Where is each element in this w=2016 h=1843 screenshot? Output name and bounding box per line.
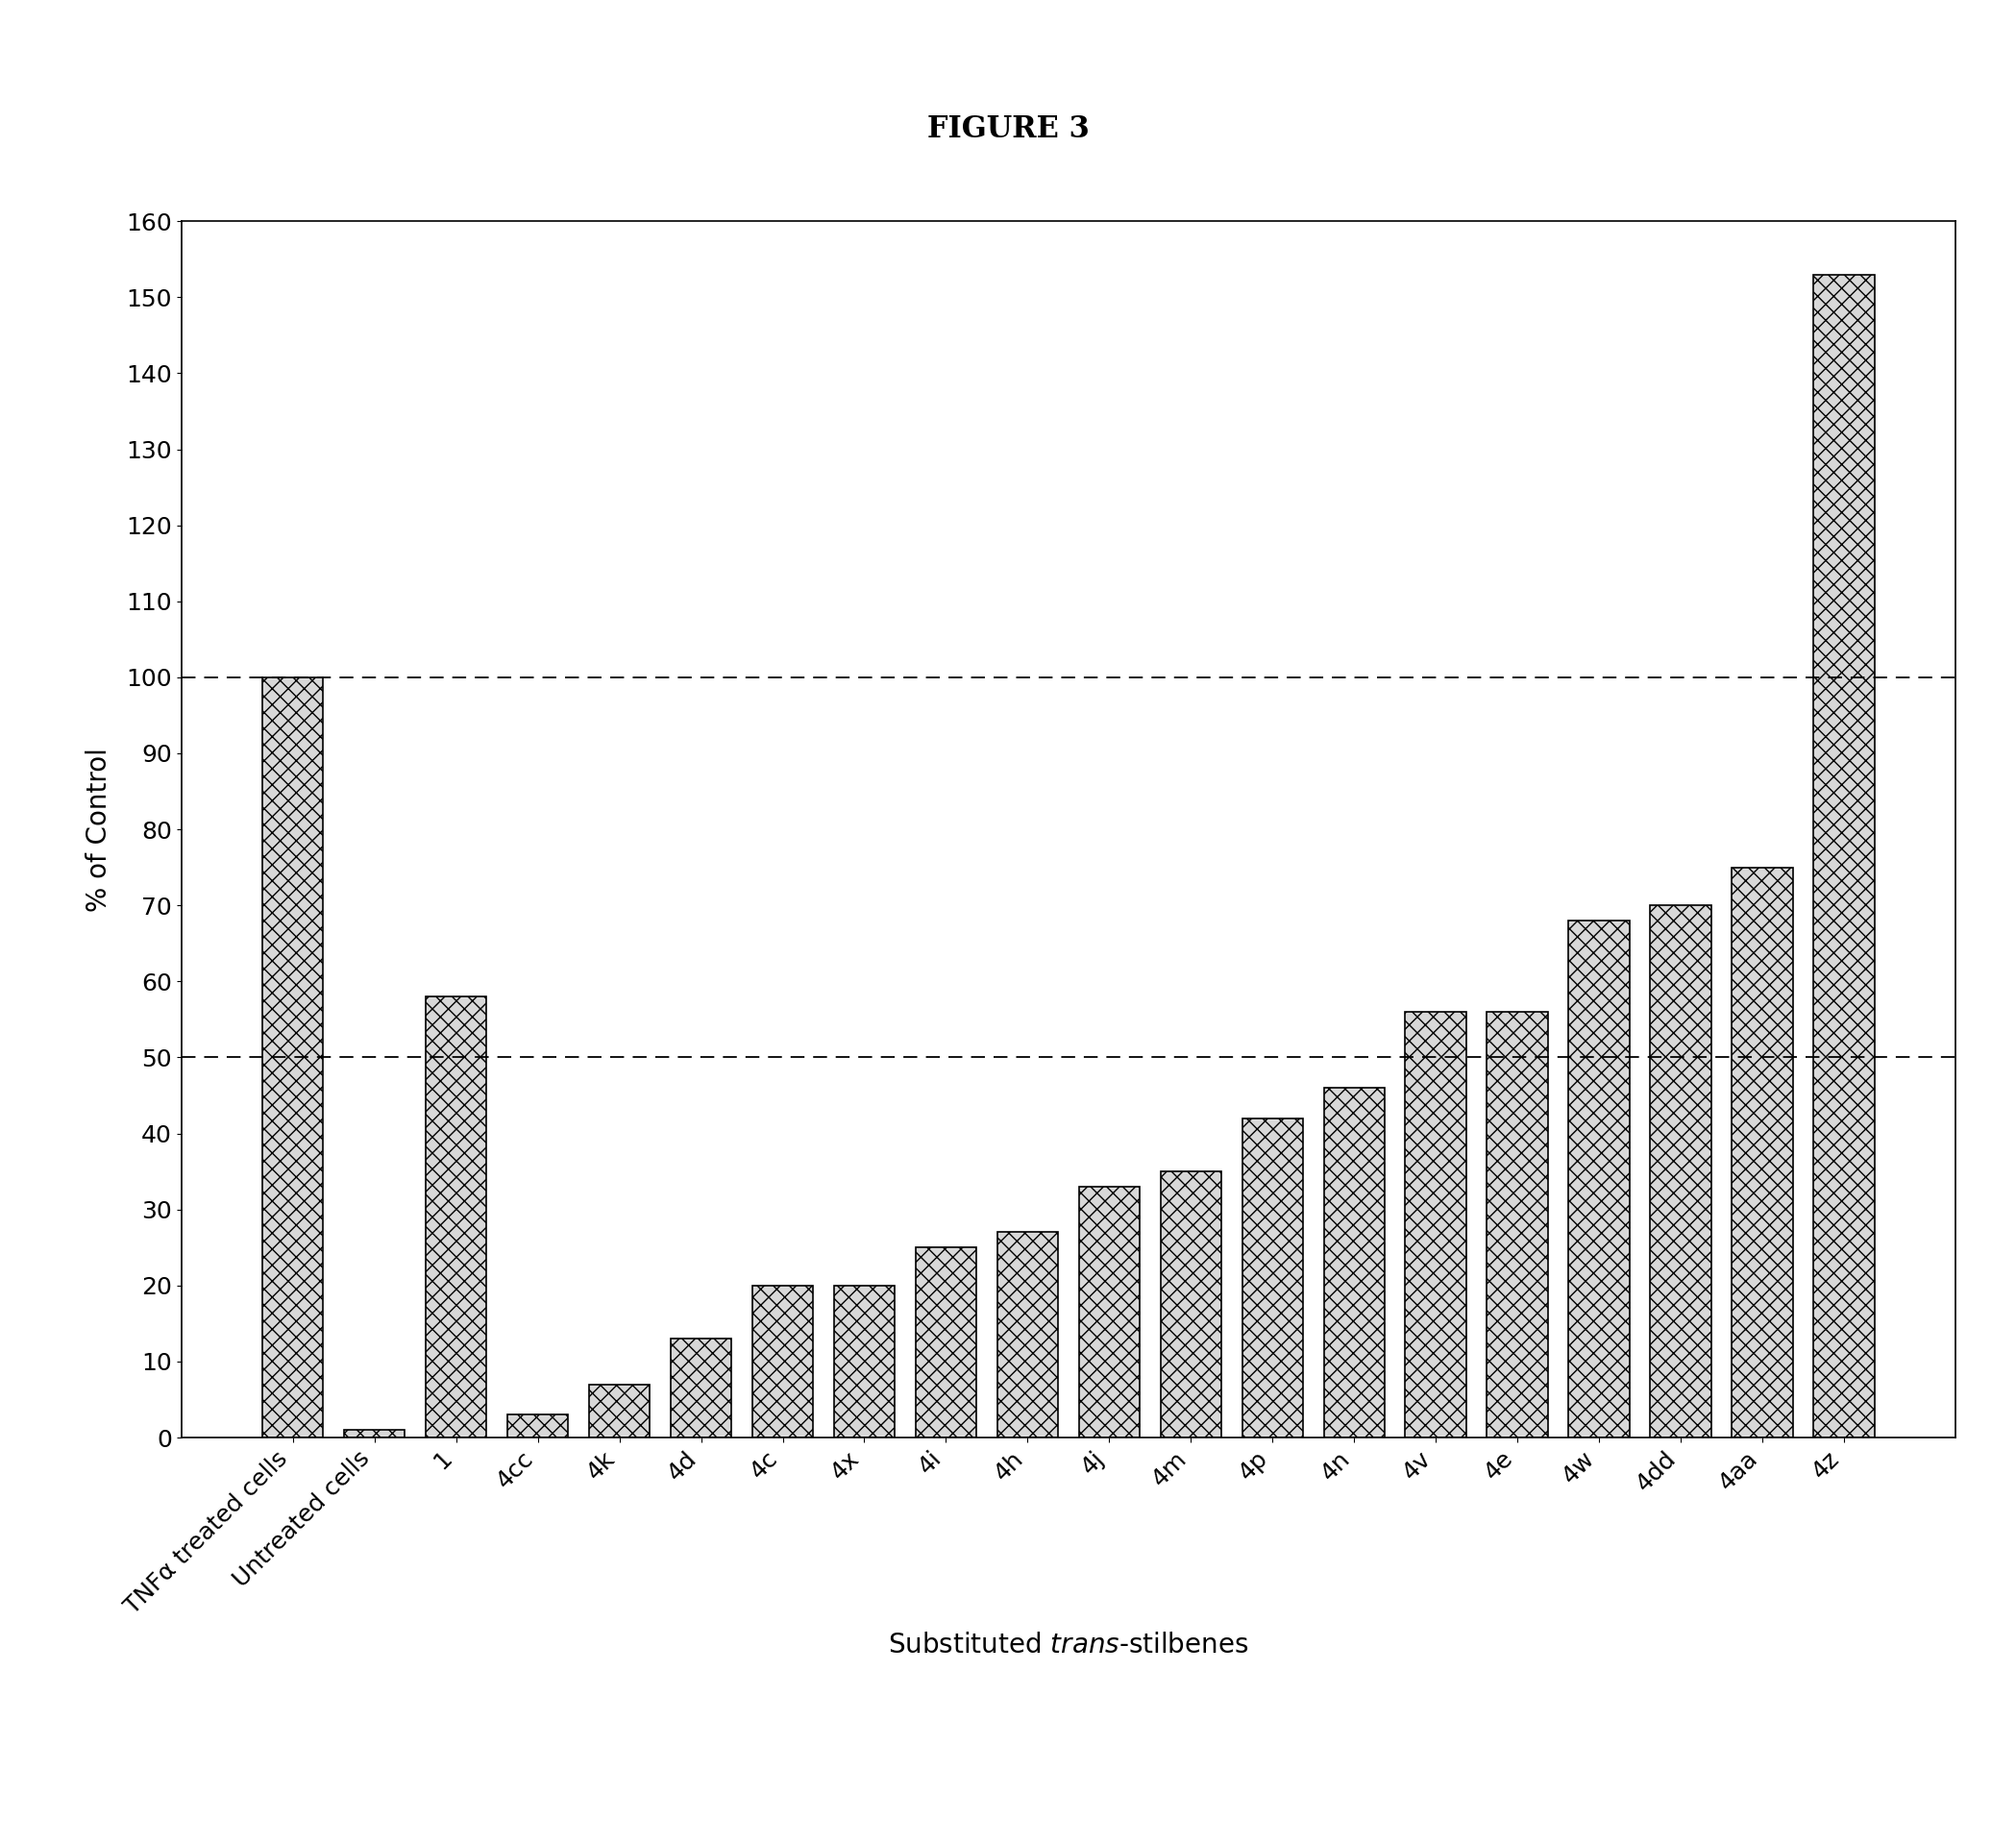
Bar <box>671 1338 732 1438</box>
Bar <box>998 1233 1058 1438</box>
Bar <box>345 1430 405 1438</box>
Bar <box>425 997 486 1438</box>
Bar <box>915 1248 976 1438</box>
Bar <box>1488 1012 1548 1438</box>
Bar <box>1651 905 1712 1438</box>
Text: FIGURE 3: FIGURE 3 <box>927 114 1089 144</box>
Bar <box>752 1286 812 1438</box>
Bar <box>1242 1119 1302 1438</box>
X-axis label: Substituted $\mathit{trans}$-stilbenes: Substituted $\mathit{trans}$-stilbenes <box>889 1631 1248 1659</box>
Bar <box>262 676 323 1438</box>
Bar <box>1814 275 1875 1438</box>
Bar <box>1568 920 1629 1438</box>
Bar <box>1732 868 1792 1438</box>
Bar <box>1079 1187 1139 1438</box>
Bar <box>508 1415 569 1438</box>
Bar <box>1405 1012 1466 1438</box>
Bar <box>835 1286 895 1438</box>
Bar <box>589 1384 649 1438</box>
Y-axis label: % of Control: % of Control <box>87 746 113 912</box>
Bar <box>1325 1087 1385 1438</box>
Bar <box>1161 1172 1222 1438</box>
